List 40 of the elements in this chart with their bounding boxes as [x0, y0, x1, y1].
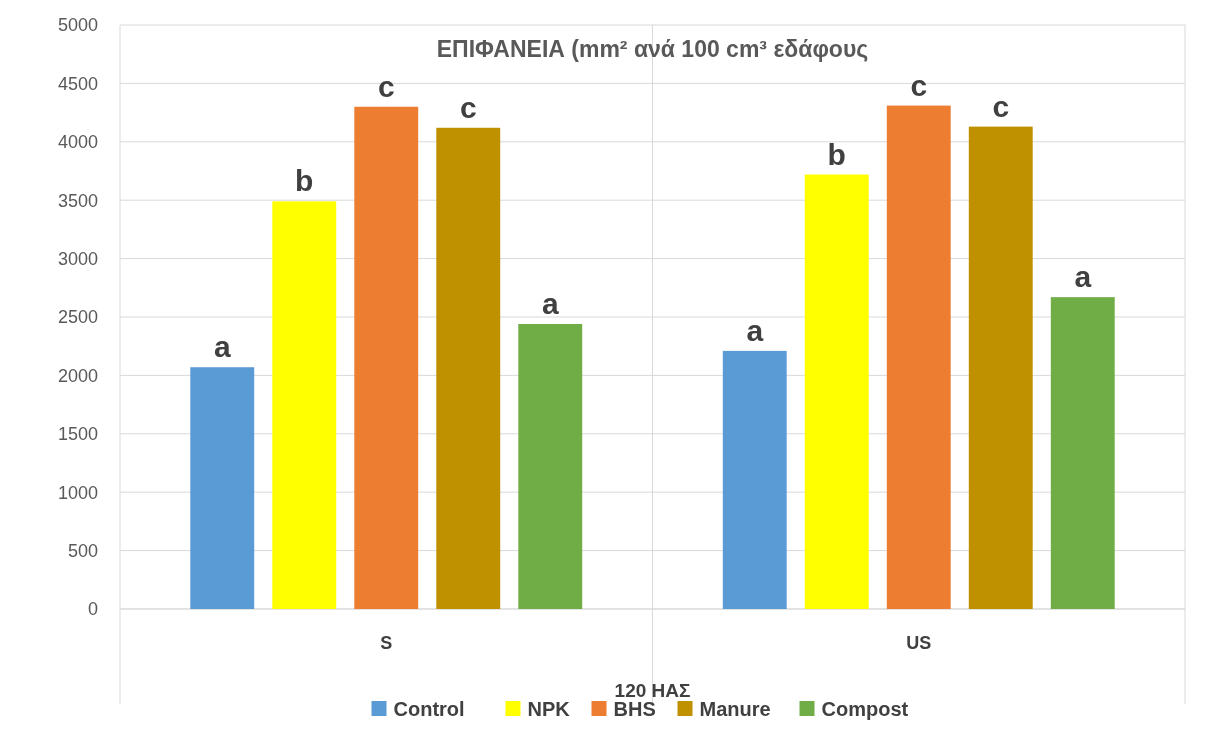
- data-label: a: [541, 287, 559, 321]
- y-tick-label: 2000: [57, 365, 98, 386]
- bar: [1050, 297, 1115, 609]
- x-tick-label: US: [906, 633, 932, 654]
- legend-label: BHS: [613, 698, 656, 720]
- bar: [436, 127, 501, 609]
- data-label: c: [992, 89, 1010, 123]
- data-label: a: [746, 313, 764, 347]
- y-tick-label: 4000: [57, 132, 98, 153]
- x-axis-title: 120 ΗΑΣ: [614, 679, 691, 701]
- data-label: c: [459, 90, 477, 124]
- legend-label: NPK: [527, 698, 571, 720]
- y-tick-label: 0: [87, 599, 98, 620]
- data-label: b: [827, 137, 846, 171]
- bar: [886, 105, 951, 609]
- legend-label: Manure: [699, 698, 771, 720]
- data-label: a: [213, 330, 231, 364]
- x-tick-label: S: [380, 633, 393, 654]
- bar: [518, 324, 583, 609]
- bar: [968, 126, 1033, 609]
- y-tick-label: 1500: [57, 424, 98, 445]
- data-label: c: [910, 68, 928, 102]
- bar: [190, 367, 255, 609]
- bar: [272, 201, 337, 609]
- y-tick-label: 3000: [57, 248, 98, 269]
- legend-label: Compost: [821, 698, 909, 720]
- y-tick-label: 4500: [57, 73, 98, 94]
- y-tick-label: 3500: [57, 190, 98, 211]
- bar: [354, 106, 419, 609]
- y-tick-label: 5000: [57, 15, 98, 36]
- data-label: c: [377, 69, 395, 103]
- data-label: b: [295, 164, 314, 198]
- legend-label: Control: [393, 698, 465, 720]
- y-tick-label: 1000: [57, 482, 98, 503]
- y-tick-label: 500: [67, 540, 98, 561]
- text: ΕΠΙΦΑΝΕΙΑ (mm² ανά 100 cm³ εδάφους: [436, 36, 869, 62]
- y-tick-label: 2500: [57, 307, 98, 328]
- bar: [722, 350, 787, 609]
- data-label: a: [1074, 260, 1092, 294]
- bar: [804, 174, 869, 609]
